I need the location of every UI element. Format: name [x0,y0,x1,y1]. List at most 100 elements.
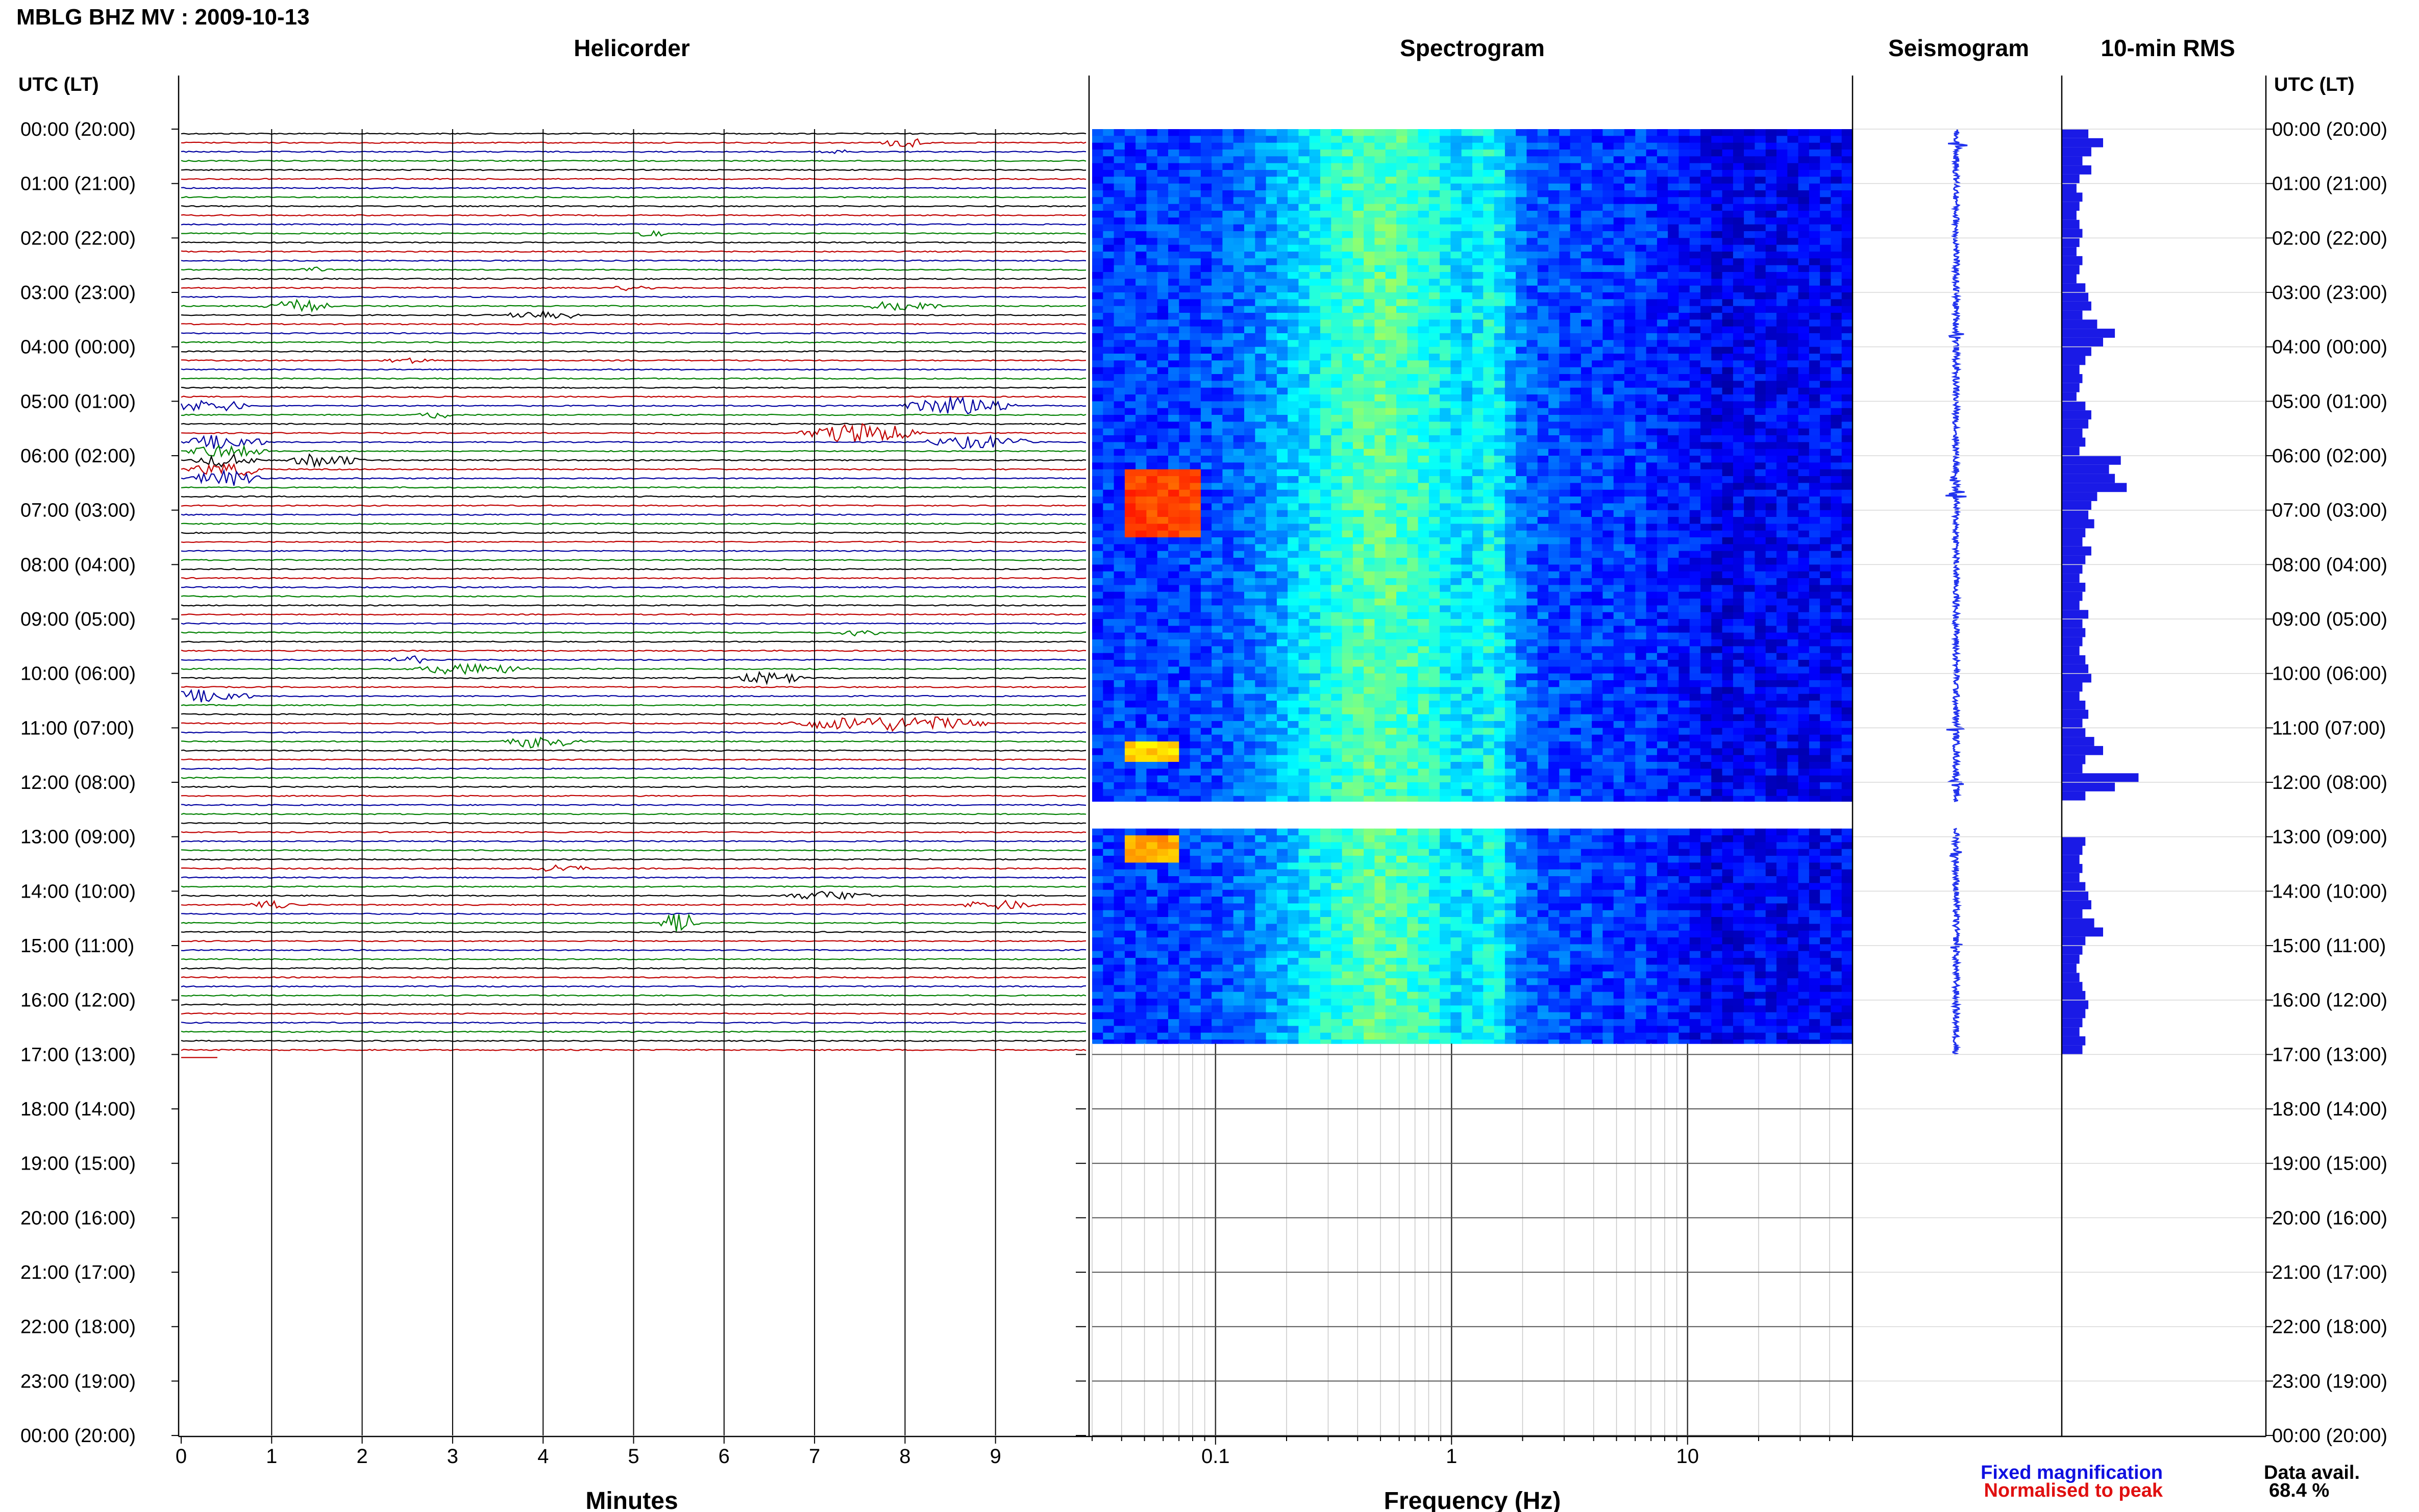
spectrogram-cell [1494,387,1505,395]
spectrogram-cell [1776,524,1788,531]
spectrogram-cell [1320,204,1331,211]
spectrogram-cell [1494,374,1505,381]
spectrogram-cell [1440,183,1451,191]
spectrogram-cell [1114,354,1125,361]
spectrogram-cell [1711,517,1723,524]
spectrogram-cell [1440,503,1451,511]
spectrogram-cell [1689,204,1701,211]
spectrogram-cell [1222,381,1234,388]
spectrogram-cell [1190,170,1201,177]
spectrogram-cell [1516,272,1527,279]
spectrogram-cell [1266,599,1277,606]
spectrogram-cell [1331,367,1343,375]
spectrogram-cell [1581,544,1592,552]
spectrogram-cell [1776,585,1788,592]
spectrogram-cell [1212,279,1223,286]
spectrogram-cell [1711,346,1723,354]
spectrogram-cell [1787,415,1799,422]
spectrogram-cell [1092,571,1103,579]
spectrogram-cell [1146,599,1158,606]
spectrogram-cell [1461,136,1473,143]
spectrogram-cell [1200,503,1212,511]
spectrogram-cell [1450,524,1462,531]
spectrogram-cell [1646,272,1658,279]
spectrogram-cell [1472,150,1484,157]
spectrogram-cell [1222,544,1234,552]
spectrogram-cell [1744,177,1755,184]
spectrogram-cell [1396,258,1408,266]
spectrogram-cell [1288,285,1299,293]
spectrogram-cell [1776,360,1788,368]
spectrogram-cell [1136,252,1147,259]
spectrogram-cell [1450,462,1462,470]
spectrogram-cell [1309,408,1321,415]
spectrogram-cell [1266,163,1277,170]
spectrogram-cell [1266,340,1277,348]
helicorder-title: Helicorder [574,35,690,61]
spectrogram-cell [1298,469,1310,477]
spectrogram-cell [1602,544,1614,552]
spectrogram-cell [1385,313,1397,320]
spectrogram-cell [1288,197,1299,205]
spectrogram-cell [1787,272,1799,279]
spectrogram-cell [1765,244,1777,252]
spectrogram-cell [1841,279,1853,286]
spectrogram-cell [1613,340,1625,348]
spectrogram-cell [1624,394,1636,402]
spectrogram-cell [1255,517,1267,524]
spectrogram-cell [1428,367,1440,375]
spectrogram-cell [1711,578,1723,585]
spectrogram-cell [1809,469,1820,477]
spectrogram-cell [1646,170,1658,177]
spectrogram-cell [1722,183,1734,191]
spectrogram-cell [1190,537,1201,544]
spectrogram-cell [1136,571,1147,579]
spectrogram-cell [1526,163,1538,170]
spectrogram-cell [1146,177,1158,184]
spectrogram-cell [1592,422,1603,429]
spectrogram-cell [1374,279,1386,286]
spectrogram-cell [1613,564,1625,572]
spectrogram-cell [1179,544,1191,552]
spectrogram-cell [1092,231,1103,238]
spectrogram-cell [1190,428,1201,436]
spectrogram-cell [1809,401,1820,409]
spectrogram-cell [1200,238,1212,245]
spectrogram-cell [1809,524,1820,531]
spectrogram-cell [1233,524,1245,531]
spectrogram-cell [1364,456,1375,463]
spectrogram-cell [1483,558,1495,565]
spectrogram-cell [1668,333,1679,340]
spectrogram-cell [1428,183,1440,191]
spectrogram-cell [1450,136,1462,143]
spectrogram-cell [1559,564,1571,572]
spectrogram-cell [1428,401,1440,409]
spectrogram-cell [1212,265,1223,272]
spectrogram-cell [1092,177,1103,184]
spectrogram-cell [1146,578,1158,585]
spectrogram-cell [1309,163,1321,170]
spectrogram-cell [1374,469,1386,477]
spectrogram-cell [1222,238,1234,245]
spectrogram-cell [1646,252,1658,259]
spectrogram-cell [1396,449,1408,456]
spectrogram-cell [1472,449,1484,456]
spectrogram-cell [1450,599,1462,606]
spectrogram-cell [1352,428,1364,436]
spectrogram-cell [1233,422,1245,429]
spectrogram-cell [1635,442,1647,450]
spectrogram-cell [1124,599,1136,606]
spectrogram-cell [1092,530,1103,538]
spectrogram-cell [1385,129,1397,136]
spectrogram-cell [1668,435,1679,442]
spectrogram-cell [1602,599,1614,606]
spectrogram-cell [1831,326,1842,334]
spectrogram-cell [1581,252,1592,259]
spectrogram-cell [1668,544,1679,552]
spectrogram-cell [1298,204,1310,211]
spectrogram-cell [1602,183,1614,191]
spectrogram-cell [1179,244,1191,252]
spectrogram-cell [1548,190,1560,197]
spectrogram-cell [1114,517,1125,524]
spectrogram-cell [1668,401,1679,409]
